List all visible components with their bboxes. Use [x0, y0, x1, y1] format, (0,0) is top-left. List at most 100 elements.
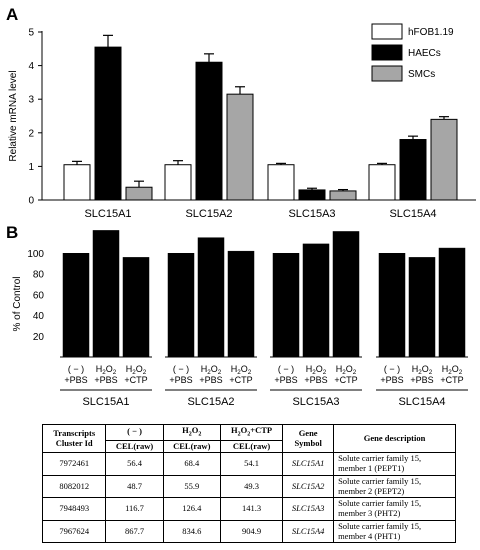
- bar: [408, 257, 436, 358]
- bar: [329, 190, 357, 201]
- table-row: 8082012 48.7 55.9 49.3 SLC15A2 Solute ca…: [41, 474, 456, 499]
- group-label: SLC15A4: [398, 396, 445, 408]
- header-cel-raw: CEL(raw): [219, 439, 284, 454]
- x-tick-label-line2: +CTP: [334, 375, 357, 385]
- chart-a-ylabel: Relative mRNA level: [8, 70, 19, 161]
- cell-cluster-id: 8082012: [41, 474, 107, 499]
- cell-cluster-id: 7967624: [41, 519, 107, 544]
- cell-gene-description: Solute carrier family 15, member 2 (PEPT2…: [333, 474, 456, 499]
- x-tick-label-line2: +CTP: [124, 375, 147, 385]
- x-tick-label-line1: ( − ): [384, 364, 400, 374]
- legend-label: SMCs: [408, 69, 435, 80]
- cell-h2o2: 126.4: [162, 497, 221, 521]
- legend-swatch: [371, 65, 403, 82]
- bar: [63, 164, 91, 201]
- cell-gene-symbol: SLC15A3: [282, 497, 335, 521]
- cell-h2o2-ctp: 54.1: [219, 452, 284, 476]
- x-tick-label-line1: H2O2: [412, 364, 433, 376]
- x-tick-label-line2: +PBS: [199, 375, 222, 385]
- y-tick-label: 60: [33, 290, 45, 301]
- y-tick-label: 0: [28, 196, 34, 207]
- chart-b-ylabel: % of Control: [12, 276, 23, 331]
- cell-gene-symbol: SLC15A2: [282, 474, 335, 499]
- group-label: SLC15A1: [82, 396, 129, 408]
- bar: [167, 253, 195, 358]
- y-tick-label: 80: [33, 270, 45, 281]
- table-subheader-row: CEL(raw) CEL(raw) CEL(raw): [43, 439, 456, 454]
- bar: [302, 243, 330, 358]
- bar: [430, 118, 458, 201]
- bar: [197, 237, 225, 358]
- bar: [92, 230, 120, 358]
- cell-h2o2: 68.4: [162, 452, 221, 476]
- header-gene-description: Gene description: [333, 423, 456, 454]
- cell-h2o2: 55.9: [162, 474, 221, 499]
- group-label: SLC15A2: [187, 396, 234, 408]
- bar: [272, 253, 300, 358]
- legend-label: HAECs: [408, 48, 441, 59]
- cell-gene-description: Solute carrier family 15, member 3 (PHT2): [333, 497, 456, 521]
- bar: [378, 253, 406, 358]
- x-tick-label: SLC15A1: [84, 208, 131, 220]
- bar: [399, 139, 427, 201]
- table-row: 7948493 116.7 126.4 141.3 SLC15A3 Solute…: [41, 497, 456, 521]
- header-neg: ( − ): [105, 424, 164, 441]
- cell-neg: 116.7: [105, 497, 164, 521]
- header-h2o2: H2O2: [162, 424, 221, 441]
- x-tick-label-line1: H2O2: [126, 364, 147, 376]
- x-tick-label-line1: ( − ): [173, 364, 189, 374]
- legend-swatch: [371, 23, 403, 40]
- panel-a-letter: A: [6, 5, 18, 24]
- cell-h2o2-ctp: 141.3: [219, 497, 284, 521]
- y-tick-label: 5: [28, 28, 34, 39]
- x-tick-label-line1: H2O2: [336, 364, 357, 376]
- x-tick-label-line2: +PBS: [169, 375, 192, 385]
- y-tick-label: 20: [33, 332, 45, 343]
- x-tick-label-line1: H2O2: [442, 364, 463, 376]
- legend-swatch: [371, 44, 403, 61]
- x-tick-label-line2: +PBS: [304, 375, 327, 385]
- bar: [368, 164, 396, 201]
- y-tick-label: 3: [28, 95, 34, 106]
- bar: [164, 164, 192, 201]
- panel-b-letter: B: [6, 223, 18, 242]
- cell-cluster-id: 7972461: [41, 452, 107, 476]
- cell-neg: 56.4: [105, 452, 164, 476]
- cell-h2o2-ctp: 49.3: [219, 474, 284, 499]
- bar: [298, 189, 326, 201]
- bar: [227, 250, 255, 358]
- cell-cluster-id: 7948493: [41, 497, 107, 521]
- y-tick-label: 40: [33, 311, 45, 322]
- bar: [94, 46, 122, 201]
- bar: [125, 186, 153, 201]
- x-tick-label-line1: H2O2: [96, 364, 117, 376]
- bar: [226, 93, 254, 201]
- chart-a-bars: [63, 34, 458, 201]
- x-tick-label: SLC15A3: [288, 208, 335, 220]
- x-tick-label-line2: +PBS: [64, 375, 87, 385]
- cell-gene-description: Solute carrier family 15, member 4 (PHT1): [333, 519, 456, 544]
- x-tick-label: SLC15A2: [185, 208, 232, 220]
- x-tick-label-line2: +PBS: [380, 375, 403, 385]
- group-label: SLC15A3: [292, 396, 339, 408]
- cell-neg: 867.7: [105, 519, 164, 544]
- x-tick-label-line1: H2O2: [201, 364, 222, 376]
- x-tick-label-line2: +CTP: [440, 375, 463, 385]
- expression-table: Transcripts Cluster Id ( − ) H2O2 H2O2+CT…: [41, 423, 456, 544]
- y-tick-label: 2: [28, 128, 34, 139]
- bar: [195, 61, 223, 201]
- table-header-row: Transcripts Cluster Id ( − ) H2O2 H2O2+CT…: [41, 423, 456, 454]
- chart-a-legend: hFOB1.19 HAECs SMCs: [371, 23, 454, 82]
- legend-label: hFOB1.19: [408, 27, 454, 38]
- cell-h2o2-ctp: 904.9: [219, 519, 284, 544]
- bar: [122, 257, 150, 358]
- x-tick-label-line2: +PBS: [410, 375, 433, 385]
- chart-b-y-axis: 20 40 60 80 100: [27, 249, 44, 343]
- cell-gene-symbol: SLC15A4: [282, 519, 335, 544]
- chart-a-x-labels: SLC15A1 SLC15A2 SLC15A3 SLC15A4: [84, 208, 436, 220]
- x-tick-label-line1: H2O2: [231, 364, 252, 376]
- bar: [62, 253, 90, 358]
